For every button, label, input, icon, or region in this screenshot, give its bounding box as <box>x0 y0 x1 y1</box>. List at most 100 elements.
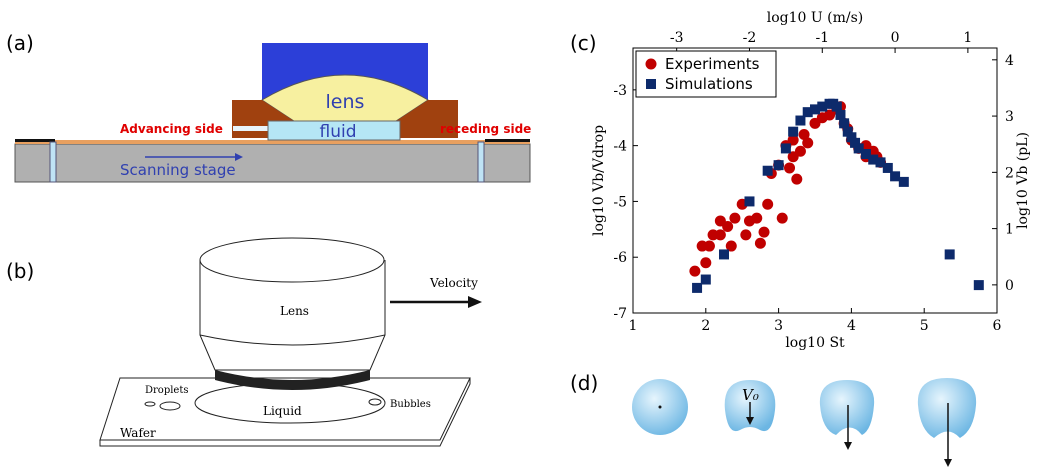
receding-label: receding side <box>440 122 531 136</box>
advancing-label: Advancing side <box>120 122 223 136</box>
point <box>689 265 701 277</box>
legend-label: Experiments <box>665 55 760 73</box>
droplet <box>144 401 156 407</box>
x2-tick-label: -3 <box>670 30 684 46</box>
droplets-label: Droplets <box>145 385 189 396</box>
point <box>842 126 853 137</box>
point <box>788 126 799 137</box>
lens-line <box>199 334 386 346</box>
panel-label: (a) <box>6 31 34 55</box>
y2-tick-label: 2 <box>1005 165 1014 181</box>
edge <box>15 139 55 142</box>
point <box>780 143 791 154</box>
window <box>49 141 57 183</box>
stage-label: Scanning stage <box>120 161 236 179</box>
point <box>795 115 806 126</box>
y-tick-label: -6 <box>613 250 627 266</box>
bubble <box>368 398 382 406</box>
point <box>868 154 879 165</box>
x-tick-label: 3 <box>774 318 783 334</box>
y-tick-label: -3 <box>613 83 627 99</box>
x2-tick-label: 0 <box>891 30 900 46</box>
point <box>802 107 813 118</box>
y2-tick-label: 3 <box>1005 109 1014 125</box>
panel-label: (b) <box>6 259 34 283</box>
edge <box>485 139 530 142</box>
plot-frame <box>632 47 998 314</box>
point <box>973 280 984 291</box>
arrow-head <box>235 153 243 161</box>
point <box>835 109 846 120</box>
x-axis-label: log10 St <box>785 335 845 351</box>
point <box>831 101 842 112</box>
x-tick-label: 6 <box>993 318 1002 334</box>
point <box>802 137 814 149</box>
legend-label: Simulations <box>665 75 753 93</box>
point <box>944 249 955 260</box>
point <box>787 134 799 146</box>
y-axis-label: log10 Vb/Vdrop <box>591 125 607 236</box>
substrate <box>15 140 530 144</box>
point <box>860 149 871 159</box>
window <box>477 141 485 183</box>
arrow-head <box>468 296 482 308</box>
point <box>846 132 857 143</box>
stage <box>14 143 531 183</box>
point <box>890 171 901 182</box>
point <box>762 165 773 176</box>
panel-label: (d) <box>570 371 598 395</box>
point <box>719 249 729 260</box>
wafer-label: Wafer <box>120 426 156 440</box>
point <box>773 160 784 171</box>
point <box>729 212 741 224</box>
point <box>646 79 656 89</box>
x2-tick-label: 1 <box>963 30 972 46</box>
point <box>725 240 737 252</box>
point <box>703 240 715 252</box>
x-tick-label: 2 <box>701 318 710 334</box>
point <box>898 176 909 187</box>
droplet <box>159 401 181 411</box>
point <box>751 212 763 224</box>
fluid <box>267 120 401 141</box>
arrow-head <box>844 442 852 450</box>
lens-label: Lens <box>280 304 309 318</box>
lens-label: lens <box>326 91 365 113</box>
bubbles-label: Bubbles <box>390 399 431 410</box>
point <box>700 274 711 285</box>
point <box>740 229 752 241</box>
point <box>722 221 734 233</box>
point <box>850 137 861 148</box>
arrow-head <box>746 417 754 425</box>
y2-tick-label: 4 <box>1005 53 1014 69</box>
point <box>700 257 712 269</box>
point <box>791 173 803 185</box>
x-tick-label: 1 <box>629 318 638 334</box>
point <box>882 162 893 173</box>
liquid-label: Liquid <box>263 404 302 418</box>
point <box>645 58 657 70</box>
x2-tick-label: -1 <box>815 30 829 46</box>
lens-ring <box>215 370 370 390</box>
v0-label: V₀ <box>742 386 759 404</box>
legend-box <box>635 50 777 98</box>
point <box>839 118 850 129</box>
y2-axis-label: log10 Vb (pL) <box>1015 132 1031 229</box>
point <box>692 282 703 293</box>
point <box>853 143 864 154</box>
point <box>762 198 774 210</box>
panel-label: (c) <box>570 31 597 55</box>
y-tick-label: -4 <box>613 139 627 155</box>
point <box>875 157 886 168</box>
wafer-edge <box>99 378 471 447</box>
y-tick-label: -5 <box>613 194 627 210</box>
x2-axis-label: log10 U (m/s) <box>767 10 863 26</box>
point <box>810 104 820 115</box>
point <box>784 162 796 174</box>
gap <box>233 126 268 131</box>
lens <box>261 74 429 126</box>
point <box>754 237 766 249</box>
x2-tick-label: -2 <box>743 30 757 46</box>
